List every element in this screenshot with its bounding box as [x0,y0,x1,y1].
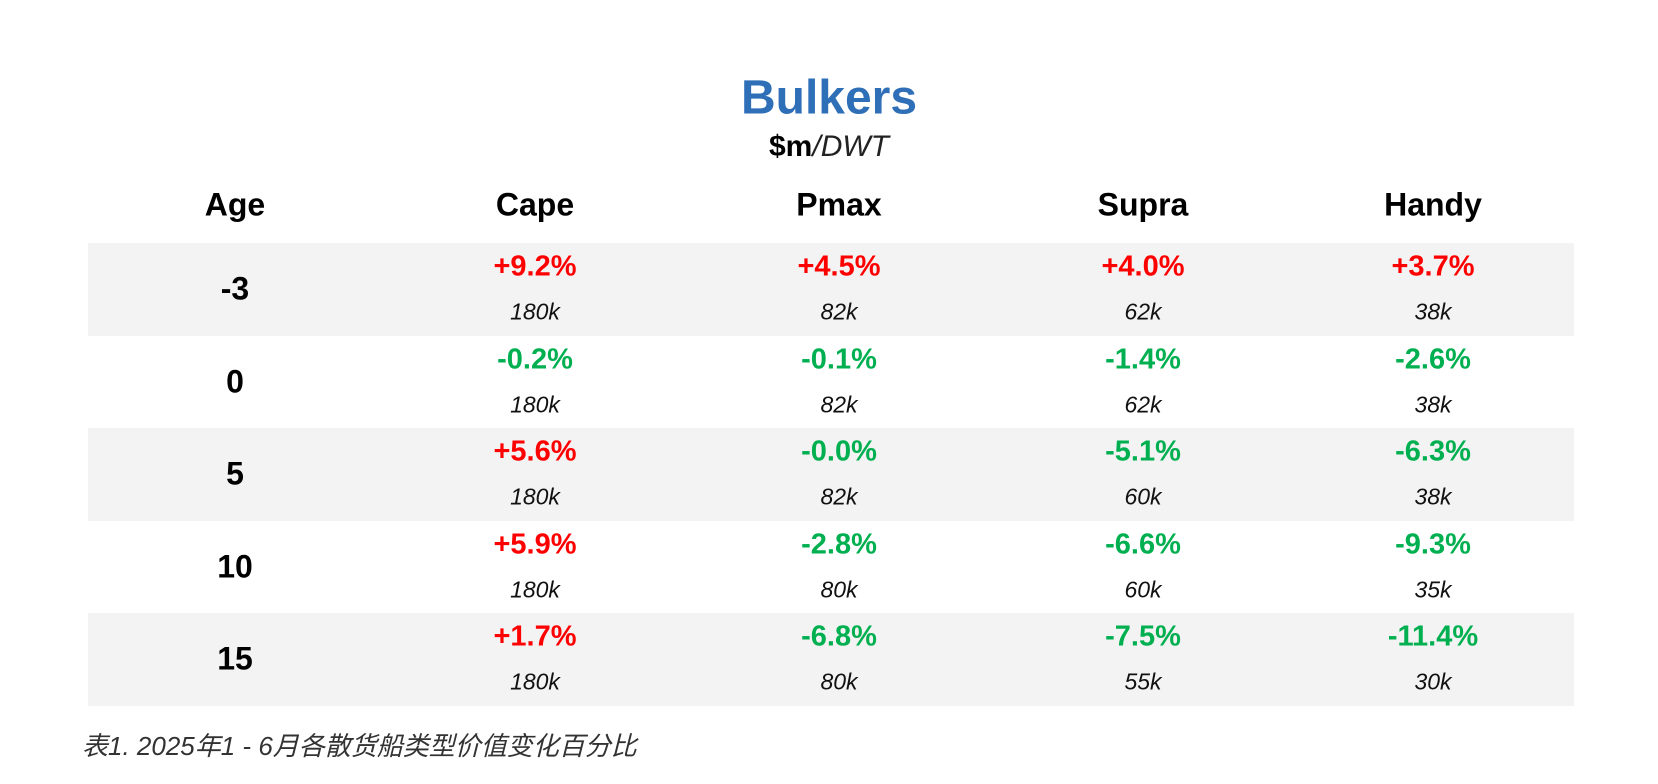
change-value: -0.2% [497,343,573,376]
vessel-size: 180k [510,483,560,510]
change-value: +1.7% [493,620,577,653]
vessel-size: 55k [1124,668,1162,695]
vessel-size: 30k [1414,668,1452,695]
change-value: -5.1% [1105,435,1181,468]
vessel-size: 80k [820,576,858,603]
age-cell: 10 [217,548,253,585]
vessel-size: 38k [1414,391,1452,418]
change-value: +4.0% [1101,250,1185,283]
change-value: -6.8% [801,620,877,653]
vessel-size: 180k [510,391,560,418]
change-value: -6.6% [1105,528,1181,561]
vessel-size: 180k [510,298,560,325]
change-value: +5.9% [493,528,577,561]
change-value: -6.3% [1395,435,1471,468]
vessel-size: 82k [820,391,858,418]
vessel-size: 82k [820,483,858,510]
vessel-size: 80k [820,668,858,695]
column-header: Pmax [796,186,882,223]
age-cell: 5 [226,455,244,492]
change-value: -2.6% [1395,343,1471,376]
column-header: Handy [1384,186,1482,223]
vessel-size: 62k [1124,298,1162,325]
caption: 表1. 2025年1 - 6月各散货船类型价值变化百分比 [82,731,637,761]
vessel-size: 38k [1414,483,1452,510]
column-header: Cape [495,186,575,223]
row-background [88,428,1574,522]
change-value: -9.3% [1395,528,1471,561]
vessel-size: 180k [510,576,560,603]
change-value: -0.1% [801,343,877,376]
age-cell: -3 [220,270,250,307]
age-cell: 0 [226,363,244,400]
age-cell: 15 [217,640,253,677]
change-value: -7.5% [1105,620,1181,653]
vessel-size: 62k [1124,391,1162,418]
change-value: +5.6% [493,435,577,468]
unit: $m [769,130,813,163]
vessel-size: 60k [1124,576,1162,603]
vessel-size: 38k [1414,298,1452,325]
change-value: -11.4% [1387,620,1479,653]
change-value: +4.5% [797,250,881,283]
row-background [88,243,1574,336]
row-background [88,613,1574,707]
vessel-size: 82k [820,298,858,325]
vessel-size: 180k [510,668,560,695]
change-value: -0.0% [801,435,877,468]
column-header: Supra [1097,186,1189,223]
change-value: +9.2% [493,250,577,283]
column-header: Age [204,186,266,223]
change-value: -1.4% [1105,343,1181,376]
change-value: -2.8% [801,528,877,561]
vessel-size: 60k [1124,483,1162,510]
vessel-size: 35k [1414,576,1452,603]
per: /DWT [812,130,889,163]
change-value: +3.7% [1391,250,1475,283]
title: Bulkers [740,71,918,125]
subtitle: $m/DWT [769,130,889,164]
